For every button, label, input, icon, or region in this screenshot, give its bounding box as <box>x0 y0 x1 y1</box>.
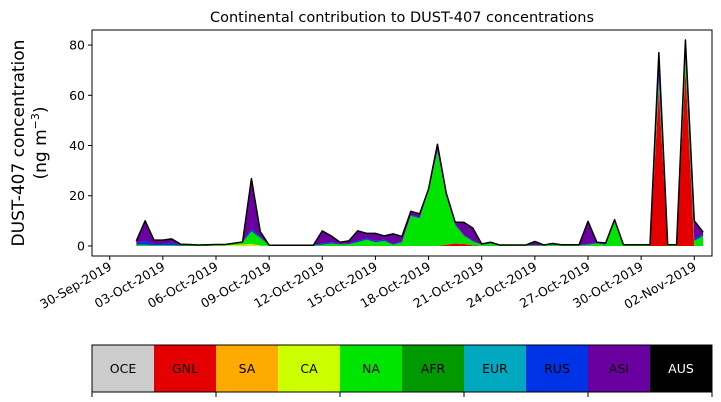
legend-swatch-sa <box>216 345 279 392</box>
legend-label-aus: AUS <box>668 361 694 376</box>
y-axis-label-line2: (ng m−3) <box>29 106 51 179</box>
legend-swatch-gnl <box>154 345 217 392</box>
legend-swatch-rus <box>526 345 589 392</box>
y-tick-label: 0 <box>77 238 85 253</box>
y-axis: 0 20 40 60 80 <box>69 38 92 253</box>
plot-frame <box>91 29 713 257</box>
legend-swatch-afr <box>402 345 465 392</box>
y-tick-label: 20 <box>69 188 85 203</box>
legend-label-eur: EUR <box>482 361 508 376</box>
legend-frame <box>91 344 713 393</box>
y-tick-label: 40 <box>69 138 85 153</box>
legend-label-asi: ASI <box>609 361 629 376</box>
y-axis-label-line1: DUST-407 concentration <box>9 40 29 247</box>
total-outline <box>135 39 704 246</box>
legend-swatch-eur <box>464 345 527 392</box>
chart-title: Continental contribution to DUST-407 con… <box>210 10 594 26</box>
legend-swatch-ca <box>278 345 341 392</box>
legend: OCE GNL SA CA NA AFR EUR RUS ASI AUS <box>91 344 713 397</box>
legend-label-afr: AFR <box>421 361 446 376</box>
legend-label-rus: RUS <box>544 361 570 376</box>
plot-area <box>135 39 704 246</box>
legend-swatch-na <box>340 345 403 392</box>
legend-label-sa: SA <box>239 361 256 376</box>
legend-label-gnl: GNL <box>172 361 198 376</box>
legend-swatch-asi <box>588 345 651 392</box>
y-tick-label: 80 <box>69 38 85 53</box>
legend-label-na: NA <box>362 361 380 376</box>
y-tick-label: 60 <box>69 88 85 103</box>
legend-swatch-oce <box>92 345 155 392</box>
legend-swatch-aus <box>650 345 713 392</box>
x-axis: 30-Sep-201903-Oct-201906-Oct-201909-Oct-… <box>37 256 699 312</box>
legend-label-oce: OCE <box>110 361 137 376</box>
legend-label-ca: CA <box>300 361 318 376</box>
